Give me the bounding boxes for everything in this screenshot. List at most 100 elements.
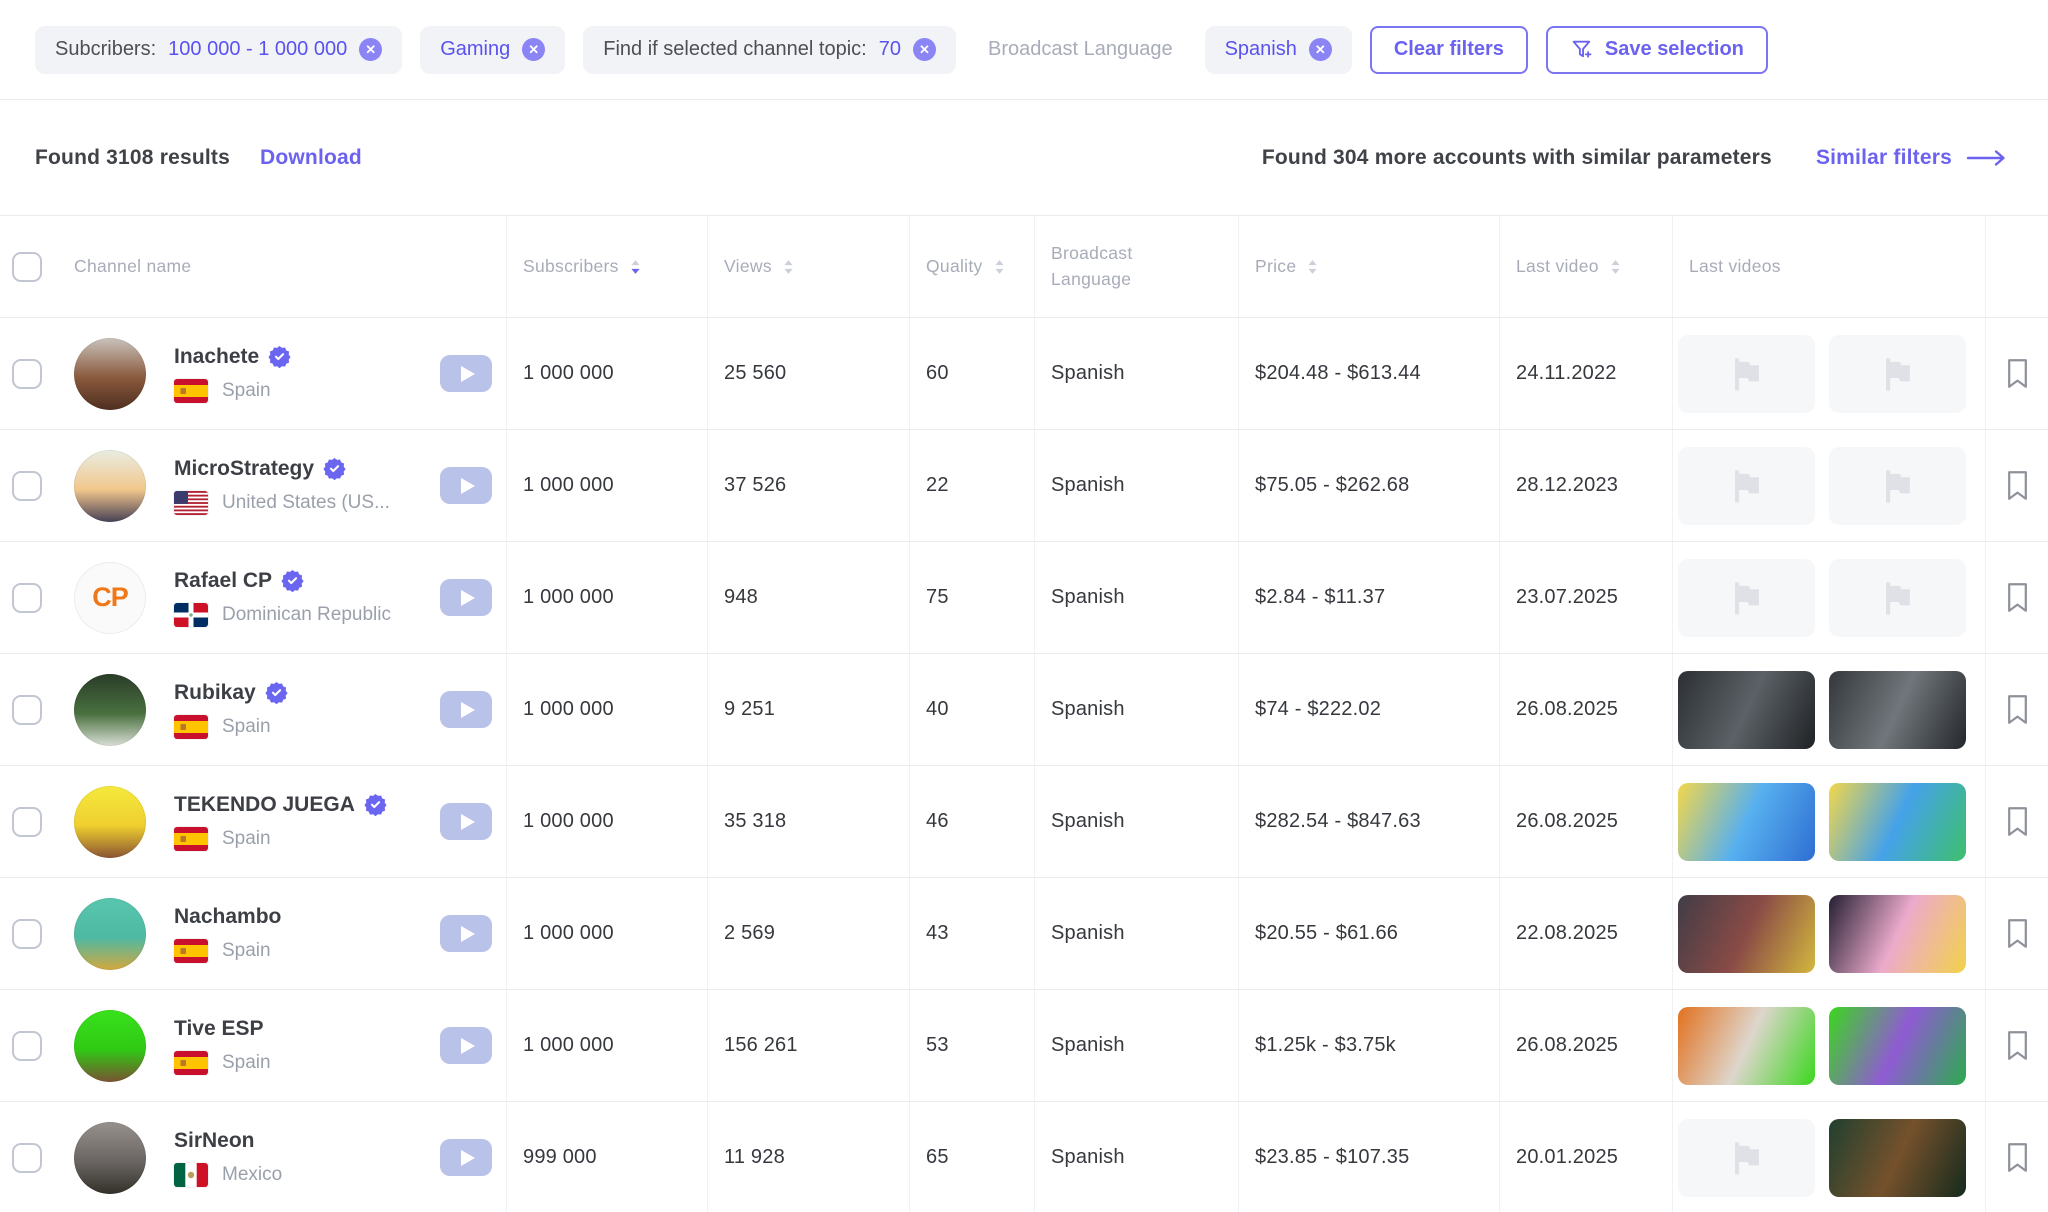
youtube-play-button[interactable] [440, 467, 492, 504]
select-all-checkbox[interactable] [12, 252, 42, 282]
youtube-play-button[interactable] [440, 579, 492, 616]
broadcast-language-value: Spanish [1051, 586, 1125, 609]
remove-filter-icon[interactable]: ✕ [1309, 38, 1332, 61]
similar-filters-label: Similar filters [1816, 146, 1952, 170]
last-video-date: 28.12.2023 [1516, 474, 1618, 497]
country-label: Spain [222, 1052, 271, 1074]
flag-icon-mx [174, 1163, 208, 1187]
save-selection-button[interactable]: Save selection [1546, 26, 1768, 74]
sort-icon[interactable] [993, 257, 1006, 277]
last-video-date: 24.11.2022 [1516, 362, 1617, 385]
views-value: 2 569 [724, 922, 775, 945]
broadcast-language-value: Spanish [1051, 810, 1125, 833]
youtube-play-button[interactable] [440, 691, 492, 728]
header-checkbox-cell [0, 216, 50, 317]
video-thumbnail[interactable] [1678, 671, 1815, 749]
download-link[interactable]: Download [260, 146, 362, 170]
last-videos-cell [1672, 654, 1985, 765]
filter-chip: Gaming ✕ [420, 26, 565, 74]
channel-name[interactable]: TEKENDO JUEGA [174, 793, 355, 817]
broadcast-language-filter[interactable]: Broadcast Language [988, 38, 1173, 61]
youtube-play-button[interactable] [440, 915, 492, 952]
channel-name[interactable]: Rafael CP [174, 569, 272, 593]
price-range-value: $1.25k - $3.75k [1255, 1034, 1396, 1057]
flag-icon-do [174, 603, 208, 627]
quality-value: 60 [926, 362, 949, 385]
channel-name[interactable]: Nachambo [174, 905, 281, 929]
video-thumbnail[interactable] [1678, 1007, 1815, 1085]
row-checkbox[interactable] [12, 807, 42, 837]
avatar[interactable] [74, 450, 146, 522]
video-thumbnail[interactable] [1829, 1007, 1966, 1085]
bookmark-icon[interactable] [2004, 806, 2031, 837]
row-checkbox[interactable] [12, 471, 42, 501]
avatar[interactable] [74, 674, 146, 746]
video-thumbnail[interactable] [1829, 1119, 1966, 1197]
avatar[interactable] [74, 898, 146, 970]
channel-name[interactable]: Tive ESP [174, 1017, 264, 1041]
avatar[interactable] [74, 1010, 146, 1082]
column-header-views[interactable]: Views [707, 216, 909, 317]
clear-filters-button[interactable]: Clear filters [1370, 26, 1528, 74]
channel-name[interactable]: SirNeon [174, 1129, 255, 1153]
subscribers-value: 1 000 000 [523, 586, 614, 609]
video-thumbnail[interactable] [1829, 671, 1966, 749]
row-checkbox[interactable] [12, 1143, 42, 1173]
remove-filter-icon[interactable]: ✕ [359, 38, 382, 61]
price-range-value: $74 - $222.02 [1255, 698, 1381, 721]
youtube-play-button[interactable] [440, 803, 492, 840]
filter-chip-value: Gaming [440, 38, 510, 61]
broadcast-language-value: Spanish [1051, 1034, 1125, 1057]
country-label: Mexico [222, 1164, 282, 1186]
verified-badge-icon [268, 345, 291, 368]
video-thumbnail-placeholder [1829, 447, 1966, 525]
avatar[interactable] [74, 1122, 146, 1194]
similar-filters-link[interactable]: Similar filters [1816, 146, 2006, 170]
bookmark-icon[interactable] [2004, 358, 2031, 389]
channel-cell: NachamboSpain [50, 878, 506, 989]
column-header-price[interactable]: Price [1238, 216, 1499, 317]
row-checkbox[interactable] [12, 919, 42, 949]
remove-filter-icon[interactable]: ✕ [913, 38, 936, 61]
sort-icon[interactable] [629, 257, 642, 277]
row-checkbox[interactable] [12, 359, 42, 389]
avatar[interactable] [74, 338, 146, 410]
channel-name[interactable]: Inachete [174, 345, 259, 369]
bookmark-icon[interactable] [2004, 582, 2031, 613]
remove-filter-icon[interactable]: ✕ [522, 38, 545, 61]
video-thumbnail[interactable] [1678, 895, 1815, 973]
channel-name[interactable]: MicroStrategy [174, 457, 314, 481]
channels-table: Channel nameSubscribersViewsQualityBroad… [0, 215, 2048, 1212]
avatar[interactable] [74, 786, 146, 858]
sort-icon[interactable] [1609, 257, 1622, 277]
price-range-value: $23.85 - $107.35 [1255, 1146, 1409, 1169]
play-icon [461, 926, 475, 942]
video-thumbnail-placeholder [1678, 1119, 1815, 1197]
bookmark-icon[interactable] [2004, 694, 2031, 725]
channel-cell: Tive ESP Spain [50, 990, 506, 1101]
row-checkbox[interactable] [12, 695, 42, 725]
bookmark-icon[interactable] [2004, 470, 2031, 501]
youtube-play-button[interactable] [440, 1027, 492, 1064]
row-checkbox[interactable] [12, 583, 42, 613]
bookmark-icon[interactable] [2004, 918, 2031, 949]
bookmark-icon[interactable] [2004, 1030, 2031, 1061]
column-header-quality[interactable]: Quality [909, 216, 1034, 317]
avatar[interactable]: CP [74, 562, 146, 634]
channel-name[interactable]: Rubikay [174, 681, 256, 705]
column-header-last-video[interactable]: Last video [1499, 216, 1672, 317]
youtube-play-button[interactable] [440, 1139, 492, 1176]
row-checkbox[interactable] [12, 1031, 42, 1061]
bookmark-icon[interactable] [2004, 1142, 2031, 1173]
table-row: MicroStrategyUnited States (US...1 000 0… [0, 430, 2048, 542]
filter-chip-value: 100 000 - 1 000 000 [168, 38, 347, 61]
youtube-play-button[interactable] [440, 355, 492, 392]
sort-icon[interactable] [1306, 257, 1319, 277]
video-thumbnail[interactable] [1829, 895, 1966, 973]
active-filters: Subcribers: 100 000 - 1 000 000✕Gaming✕F… [35, 26, 1352, 74]
column-header-subscribers[interactable]: Subscribers [506, 216, 707, 317]
price-range-value: $2.84 - $11.37 [1255, 586, 1385, 609]
sort-icon[interactable] [782, 257, 795, 277]
video-thumbnail[interactable] [1678, 783, 1815, 861]
video-thumbnail[interactable] [1829, 783, 1966, 861]
